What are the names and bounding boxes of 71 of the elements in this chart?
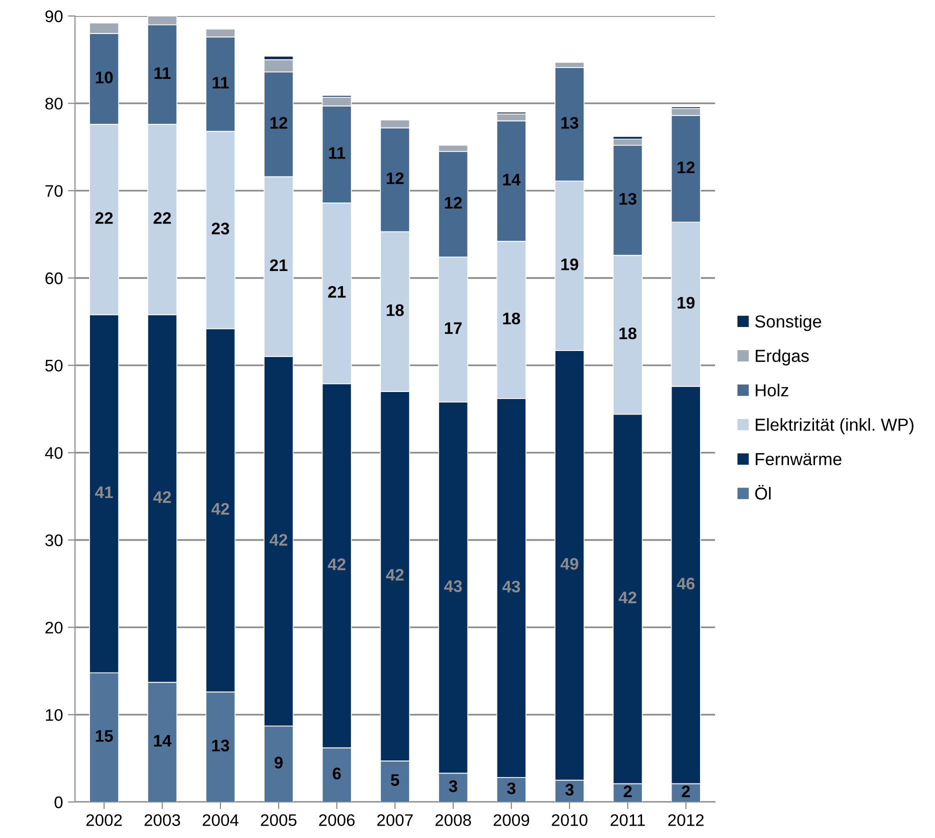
data-label: 12 [678, 162, 695, 174]
legend-label: Sonstige [755, 314, 822, 332]
data-label: 3 [448, 780, 458, 792]
data-label: 5 [390, 774, 400, 786]
data-label: 11 [154, 67, 171, 79]
data-label: 42 [386, 568, 404, 581]
y-tick-label: 0 [54, 796, 63, 808]
data-label: 42 [270, 534, 288, 546]
x-tick-label: 2003 [144, 814, 180, 826]
data-label: 18 [503, 312, 520, 324]
data-label: 17 [444, 322, 462, 334]
y-tick-label: 10 [46, 709, 63, 721]
legend-label: Erdgas [756, 349, 809, 366]
data-label: 2 [624, 786, 632, 798]
x-tick-label: 2008 [435, 814, 471, 826]
data-label: 43 [502, 580, 520, 593]
data-label: 42 [211, 502, 230, 515]
legend-label: Fernwärme [756, 453, 842, 466]
data-label: 12 [386, 172, 404, 184]
data-label: 13 [212, 740, 230, 752]
x-tick-label: 2007 [377, 814, 413, 826]
x-tick-label: 2004 [202, 814, 239, 826]
data-label: 22 [154, 212, 171, 224]
y-tick-label: 90 [45, 10, 63, 22]
data-label: 23 [212, 222, 230, 234]
x-tick-label: 2012 [668, 814, 704, 826]
data-label: 15 [96, 730, 113, 742]
y-tick-label: 40 [45, 447, 63, 459]
data-label: 10 [96, 72, 113, 84]
data-label: 13 [561, 116, 578, 129]
data-label: 3 [507, 782, 516, 794]
legend-label: Elektrizität (inkl. WP) [756, 418, 914, 434]
data-label: 11 [212, 76, 229, 88]
data-label: 46 [676, 578, 695, 590]
data-label: 12 [444, 196, 462, 209]
data-label: 18 [620, 327, 636, 340]
data-label: 22 [95, 212, 113, 224]
x-tick-label: 2010 [552, 814, 588, 826]
data-label: 19 [678, 296, 695, 309]
data-label: 19 [561, 258, 578, 270]
y-tick-label: 50 [45, 360, 63, 372]
data-label: 21 [328, 286, 346, 298]
data-label: 12 [270, 116, 288, 129]
data-label: 2 [682, 786, 690, 798]
legend-label: Öl [755, 484, 771, 500]
data-label: 18 [386, 304, 404, 316]
data-label: 9 [274, 756, 283, 768]
x-tick-label: 2009 [494, 814, 530, 826]
data-label: 41 [95, 486, 113, 498]
y-tick-label: 30 [45, 534, 63, 546]
data-label: 14 [154, 735, 172, 746]
data-label: 14 [503, 174, 521, 186]
y-tick-label: 20 [45, 622, 63, 634]
y-tick-label: 70 [46, 185, 63, 197]
data-label: 6 [332, 768, 341, 780]
y-tick-label: 60 [46, 272, 63, 284]
legend-label: Holz [756, 384, 788, 396]
data-label: 11 [329, 147, 346, 159]
data-label: 42 [618, 592, 636, 604]
data-label: 21 [270, 259, 288, 271]
x-tick-label: 2002 [86, 814, 122, 826]
y-tick-label: 80 [45, 98, 63, 110]
data-label: 3 [565, 784, 574, 796]
x-tick-label: 2005 [260, 814, 296, 826]
data-label: 49 [560, 558, 578, 570]
data-label: 13 [620, 192, 636, 205]
data-label: 42 [328, 558, 346, 570]
data-label: 42 [153, 491, 171, 503]
data-label: 43 [444, 580, 462, 592]
x-tick-label: 2006 [319, 814, 355, 826]
x-tick-label: 2011 [610, 814, 645, 826]
